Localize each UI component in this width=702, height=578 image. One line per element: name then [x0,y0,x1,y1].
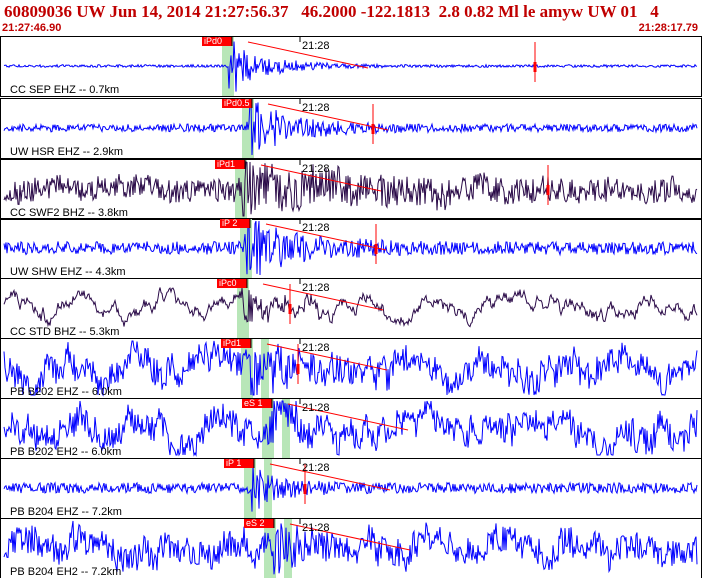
time-tick-label: 21:28 [302,222,330,234]
amp-marker-blob [533,62,537,72]
waveform-trace [3,220,698,276]
trace-panel[interactable]: iPd1 21:28 PB B202 EHZ -- 6.0km [0,338,702,399]
trace-panel[interactable]: iPd1 21:28 CC SWF2 BHZ -- 3.8km [0,159,702,220]
waveform-trace [3,100,698,156]
time-tick-label: 21:28 [302,522,330,534]
pick-window [264,518,276,578]
trace-panel[interactable]: iPd0.5 21:28 UW HSR EHZ -- 2.9km [0,98,702,159]
station-label: CC SEP EHZ -- 0.7km [10,84,119,96]
pick-flag[interactable] [242,398,272,408]
time-tick-label: 21:28 [302,282,330,294]
coda-line [262,283,384,311]
trace-panel[interactable]: eS 1 21:28 PB B202 EH2 -- 6.0km [0,398,702,459]
pick-label: eS 2 [246,518,265,528]
window-start-time: 21:27:46.90 [2,22,62,34]
waveform-trace [3,287,698,328]
pick-window [282,398,290,458]
coda-line [247,41,369,69]
time-tick-label: 21:28 [302,402,330,414]
station-label: CC STD BHZ -- 5.3km [10,326,119,338]
pick-label: iPd1 [217,159,235,169]
trace-panel[interactable]: iP 2 21:28 UW SHW EHZ -- 4.3km [0,218,702,279]
station-label: PB B204 EH2 -- 7.2km [10,566,121,578]
station-label: PB B202 EH2 -- 6.0km [10,446,121,458]
trace-panel[interactable]: iP 1 21:28 PB B204 EHZ -- 7.2km [0,458,702,519]
amp-marker-blob [303,484,307,494]
amp-marker-blob [371,124,375,134]
pick-label: iPc0 [219,278,237,288]
time-tick-label: 21:28 [302,462,330,474]
trace-panel[interactable]: eS 2 21:28 PB B204 EH2 -- 7.2km [0,518,702,578]
coda-line [266,343,388,371]
amp-marker-blob [546,185,550,195]
pick-flag[interactable] [202,36,232,46]
pick-flag[interactable] [221,338,251,348]
waveform-trace [3,340,698,397]
pick-flag[interactable] [244,518,274,528]
trace-panel[interactable]: iPc0 21:28 CC STD BHZ -- 5.3km [0,278,702,339]
time-tick-label: 21:28 [302,163,330,175]
waveform-trace [3,464,698,512]
time-tick-label: 21:28 [302,342,330,354]
amp-marker-blob [296,364,300,374]
coda-line [267,103,389,131]
pick-label: iP 2 [222,218,237,228]
time-tick-label: 21:28 [302,102,330,114]
pick-label: iPd0.5 [224,98,250,108]
trace-panel[interactable]: iPd0 21:28 CC SEP EHZ -- 0.7km [0,36,702,97]
waveform-trace [3,161,698,217]
waveform-trace [3,41,698,92]
station-label: PB B204 EHZ -- 7.2km [10,506,122,518]
time-tick-label: 21:28 [302,40,330,52]
pick-flag[interactable] [217,278,247,288]
station-label: PB B202 EHZ -- 6.0km [10,386,122,398]
pick-window [222,36,234,96]
coda-line [260,164,382,192]
event-title: 60809036 UW Jun 14, 2014 21:27:56.37 46.… [4,2,659,21]
pick-flag[interactable] [222,98,252,108]
window-end-time: 21:28:17.79 [638,22,698,34]
station-label: UW SHW EHZ -- 4.3km [10,266,126,278]
pick-flag[interactable] [215,159,245,169]
amp-marker-blob [374,244,378,254]
coda-line [265,223,387,251]
coda-line [269,463,391,491]
pick-label: iPd1 [223,338,241,348]
pick-window [261,338,269,398]
coda-line [289,523,411,551]
pick-window [262,398,274,458]
station-label: UW HSR EHZ -- 2.9km [10,146,123,158]
amp-marker-blob [288,304,292,314]
waveform-trace [3,400,698,457]
pick-label: eS 1 [244,398,263,408]
waveform-trace [3,520,698,575]
station-label: CC SWF2 BHZ -- 3.8km [10,207,128,219]
coda-line [287,403,409,431]
pick-flag[interactable] [224,458,254,468]
event-header: 60809036 UW Jun 14, 2014 21:27:56.37 46.… [0,0,702,36]
pick-label: iPd0 [204,36,222,46]
pick-label: iP 1 [226,458,241,468]
pick-flag[interactable] [220,218,250,228]
